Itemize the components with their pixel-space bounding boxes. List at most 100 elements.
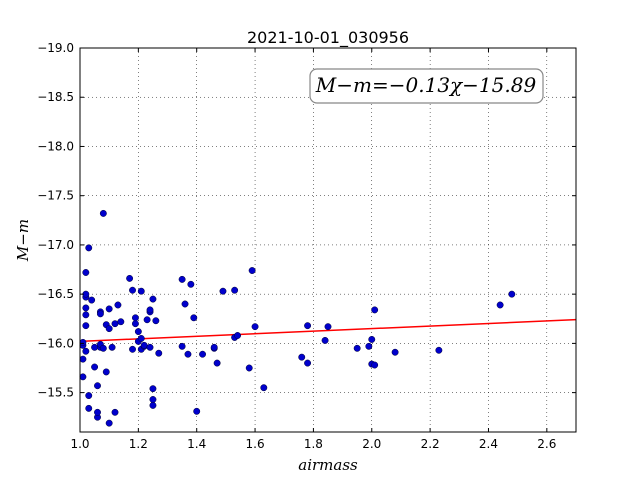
data-point: [365, 342, 373, 350]
x-tick-label: 1.4: [187, 437, 206, 451]
data-point: [146, 306, 154, 314]
data-point: [126, 274, 134, 282]
data-point: [435, 346, 443, 354]
data-point: [94, 408, 101, 416]
data-point: [105, 305, 113, 313]
data-point: [88, 296, 96, 304]
data-point: [105, 325, 113, 333]
data-point: [134, 328, 142, 336]
data-point: [193, 407, 201, 415]
data-point: [82, 347, 90, 355]
x-axis-label: airmass: [298, 456, 358, 474]
fit-line: [79, 318, 577, 343]
axis-ticks: 1.0 1.2 1.4 1.6 1.8 2.0 2.2 2.4 2.6 −15.5 −16.0 −16…: [37, 41, 576, 451]
data-point: [231, 286, 239, 294]
data-point: [91, 363, 99, 371]
data-point: [143, 316, 151, 324]
data-point: [213, 359, 221, 367]
x-tick-label: 2.6: [537, 437, 556, 451]
annotation-box: M−m=−0.13χ−15.89: [309, 68, 544, 104]
data-point: [137, 287, 145, 295]
data-point: [251, 323, 259, 331]
data-point: [184, 350, 192, 358]
data-point: [94, 382, 101, 390]
x-tick-label: 1.6: [246, 437, 265, 451]
data-point: [304, 359, 312, 367]
x-tick-label: 2.0: [362, 437, 381, 451]
data-point: [353, 344, 361, 352]
data-point: [96, 310, 104, 318]
data-point: [391, 348, 399, 356]
data-point: [140, 341, 148, 349]
data-point: [82, 311, 90, 319]
data-point: [187, 280, 195, 288]
data-point: [111, 408, 119, 416]
data-point: [149, 401, 157, 409]
y-tick-label: −17.5: [37, 189, 74, 203]
data-point: [82, 269, 90, 276]
data-point: [371, 361, 379, 369]
data-point: [99, 209, 107, 217]
data-point: [117, 318, 125, 326]
data-point: [155, 349, 163, 357]
plot-frame: [79, 47, 577, 433]
data-point: [245, 364, 253, 372]
data-point: [152, 317, 160, 325]
data-point: [85, 404, 93, 412]
data-point: [79, 338, 87, 346]
data-point: [129, 286, 136, 294]
data-point: [368, 335, 376, 343]
data-point: [102, 368, 110, 376]
data-point: [234, 332, 242, 339]
x-tick-label: 2.2: [421, 437, 440, 451]
data-point: [304, 322, 312, 330]
data-point: [210, 343, 218, 351]
data-point: [219, 287, 227, 295]
data-point: [508, 290, 516, 298]
y-tick-label: −19.0: [37, 41, 74, 55]
data-point: [149, 295, 157, 303]
data-point: [324, 323, 332, 331]
data-point: [131, 314, 139, 322]
fit-equation: M−m=−0.13χ−15.89: [315, 73, 537, 97]
data-point: [260, 384, 268, 392]
data-point: [146, 343, 154, 351]
y-tick-label: −15.5: [37, 386, 74, 400]
data-points: [79, 209, 516, 427]
data-point: [178, 342, 186, 350]
y-axis-label: M−m: [14, 219, 32, 262]
data-point: [82, 304, 90, 312]
data-point: [178, 275, 186, 283]
y-tick-label: −16.0: [37, 336, 74, 350]
chart-title: 2021-10-01_030956: [247, 28, 409, 48]
x-tick-label: 2.4: [479, 437, 498, 451]
grid: [79, 47, 576, 432]
data-point: [149, 385, 157, 393]
data-point: [149, 396, 157, 403]
data-point: [371, 306, 379, 314]
data-point: [79, 373, 87, 381]
x-tick-label: 1.8: [304, 437, 323, 451]
y-tick-label: −18.0: [37, 139, 74, 153]
data-point: [190, 314, 198, 322]
x-tick-label: 1.2: [129, 437, 148, 451]
data-point: [248, 267, 256, 274]
data-point: [131, 320, 139, 328]
fit-line-layer: [79, 318, 577, 343]
data-point: [321, 336, 329, 344]
y-tick-label: −18.5: [37, 90, 74, 104]
data-point: [105, 419, 113, 427]
data-point: [85, 392, 93, 400]
x-tick-label: 1.0: [70, 437, 89, 451]
data-point: [114, 301, 122, 309]
data-point: [111, 320, 119, 328]
data-point: [129, 345, 136, 353]
y-tick-label: −17.0: [37, 238, 74, 252]
data-point: [137, 335, 145, 342]
data-point: [82, 322, 90, 330]
data-point: [108, 343, 116, 351]
data-point: [79, 355, 87, 363]
data-point: [181, 300, 189, 308]
data-point: [199, 350, 206, 358]
